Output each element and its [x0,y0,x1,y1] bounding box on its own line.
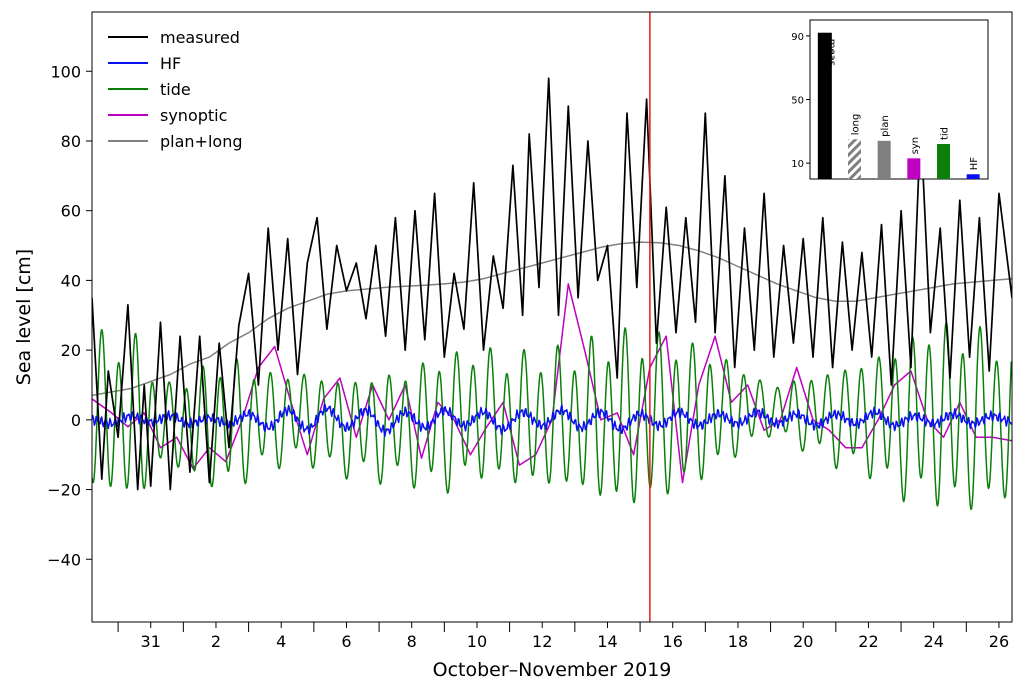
inset-frame [809,19,989,180]
series-line-plan-long [92,241,1012,397]
y-tick-label: 20 [61,341,81,360]
inset-bar-syn [907,158,921,179]
series-line-measured [92,77,1012,491]
legend-label: HF [160,54,181,73]
y-tick-label: 40 [61,271,81,290]
inset-y-tick-label: 50 [791,96,804,107]
y-tick-label: 80 [61,132,81,151]
x-axis-label: October–November 2019 [433,659,672,681]
x-tick-label: 10 [467,632,487,651]
x-tick-label: 18 [728,632,748,651]
plot-frame [91,11,1013,623]
inset-bar-meas [817,32,832,179]
y-tick-label: −40 [47,550,81,569]
x-tick-label: 6 [341,632,351,651]
inset-bar-label: meas [826,39,837,66]
x-tick-label: 26 [989,632,1009,651]
y-tick-label: −20 [47,481,81,500]
legend: measured HF tide synoptic plan+long [108,28,242,151]
y-tick-label: 0 [71,411,81,430]
legend-label: measured [160,28,240,47]
inset-bar-label: HF [969,157,980,171]
series-layer [92,77,1012,511]
x-tick-label: 16 [663,632,683,651]
legend-label: synoptic [160,106,227,125]
x-tick-label: 31 [141,632,161,651]
inset-bar-tid [937,144,950,179]
inset-bar-hf [966,174,980,179]
inset-bar-label: syn [910,137,921,154]
legend-label: plan+long [160,132,242,151]
inset-bar-long [848,139,861,179]
inset-y-tick-label: 10 [791,159,804,170]
x-tick-label: 12 [532,632,552,651]
legend-label: tide [160,80,191,99]
inset-bar-label: long [851,114,862,136]
x-tick-label: 22 [858,632,878,651]
x-tick-label: 4 [276,632,286,651]
x-tick-label: 20 [793,632,813,651]
y-axis-label: Sea level [cm] [13,249,35,385]
inset-bar-plan [877,140,891,179]
y-tick-label: 60 [61,202,81,221]
x-tick-label: 14 [597,632,617,651]
series-line-tide [92,321,1012,511]
x-tick-label: 24 [924,632,944,651]
inset-bar-chart: 10 50 90 meas long plan syn tid HF [791,19,989,180]
series-line-hf [92,403,1012,437]
inset-bar-label: tid [940,127,951,140]
x-tick-label: 8 [407,632,417,651]
x-axis: 31 2 4 6 8 10 12 14 16 18 20 22 24 26 [117,622,1009,651]
inset-bar-label: plan [880,115,891,137]
y-axis: −40 −20 0 20 40 60 80 100 [47,62,92,569]
x-tick-label: 2 [211,632,221,651]
y-tick-label: 100 [50,62,81,81]
inset-y-tick-label: 90 [791,32,804,43]
